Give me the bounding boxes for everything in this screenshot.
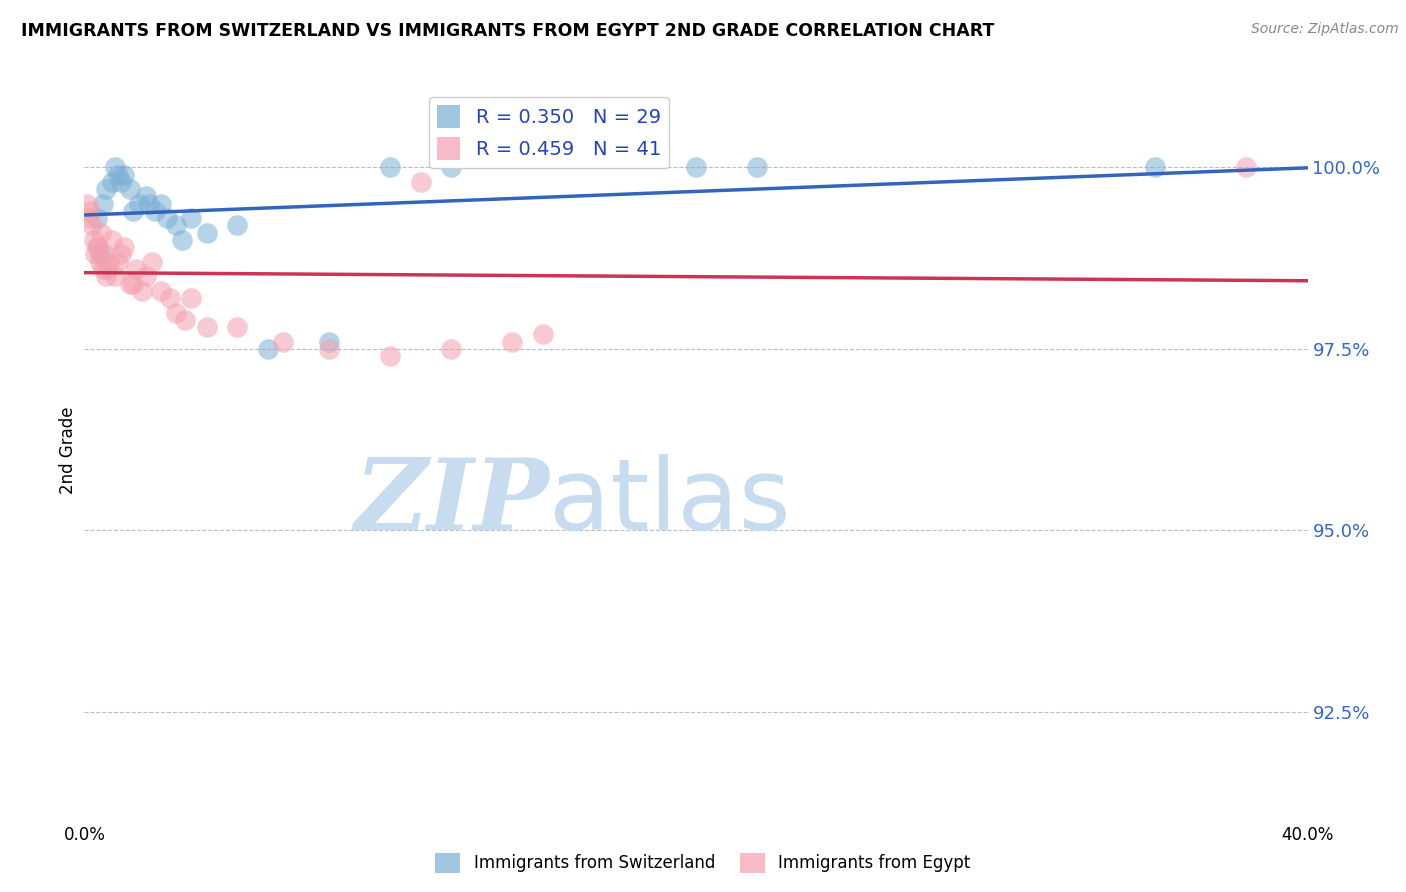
Point <box>685 161 707 175</box>
Point <box>1143 161 1166 175</box>
Y-axis label: 2nd Grade: 2nd Grade <box>59 407 77 494</box>
Point <box>89 254 111 268</box>
Point <box>135 269 157 284</box>
Point <box>531 327 554 342</box>
Point <box>380 161 402 175</box>
Text: Source: ZipAtlas.com: Source: ZipAtlas.com <box>1251 22 1399 37</box>
Point <box>94 182 117 196</box>
Point <box>180 211 202 226</box>
Point <box>226 219 249 233</box>
Point <box>97 254 120 268</box>
Point <box>104 161 127 175</box>
Point <box>94 269 117 284</box>
Point <box>120 182 142 196</box>
Point <box>271 334 294 349</box>
Point <box>110 175 132 189</box>
Point <box>131 284 153 298</box>
Point <box>195 320 218 334</box>
Point <box>318 334 340 349</box>
Legend: R = 0.350   N = 29, R = 0.459   N = 41: R = 0.350 N = 29, R = 0.459 N = 41 <box>429 97 669 168</box>
Point <box>745 161 768 175</box>
Point <box>107 168 129 182</box>
Point <box>159 291 181 305</box>
Point <box>165 305 187 319</box>
Point <box>440 161 463 175</box>
Point <box>101 175 124 189</box>
Point <box>110 247 132 261</box>
Point <box>135 189 157 203</box>
Point <box>138 196 160 211</box>
Point <box>318 342 340 356</box>
Point <box>143 203 166 218</box>
Point <box>149 284 172 298</box>
Point <box>156 211 179 226</box>
Text: ZIP: ZIP <box>354 454 550 550</box>
Point <box>409 175 432 189</box>
Point <box>112 168 135 182</box>
Point <box>380 349 402 363</box>
Text: IMMIGRANTS FROM SWITZERLAND VS IMMIGRANTS FROM EGYPT 2ND GRADE CORRELATION CHART: IMMIGRANTS FROM SWITZERLAND VS IMMIGRANT… <box>21 22 994 40</box>
Point <box>440 342 463 356</box>
Point <box>87 240 110 254</box>
Point <box>86 240 108 254</box>
Point <box>165 219 187 233</box>
Point <box>84 247 107 261</box>
Point <box>1234 161 1257 175</box>
Point <box>90 226 112 240</box>
Point <box>174 313 197 327</box>
Text: atlas: atlas <box>550 454 790 550</box>
Point <box>257 342 280 356</box>
Point <box>226 320 249 334</box>
Point <box>128 196 150 211</box>
Point <box>149 196 172 211</box>
Point <box>80 219 103 233</box>
Point <box>86 211 108 226</box>
Point <box>180 291 202 305</box>
Point <box>501 334 523 349</box>
Point <box>122 277 145 291</box>
Point <box>104 269 127 284</box>
Point <box>195 226 218 240</box>
Point <box>91 196 114 211</box>
Point <box>77 211 100 226</box>
Point <box>112 240 135 254</box>
Point <box>107 254 129 268</box>
Point <box>120 277 142 291</box>
Point <box>141 254 163 268</box>
Point <box>96 262 118 277</box>
Point <box>172 233 194 247</box>
Point <box>93 247 115 261</box>
Point <box>91 262 114 277</box>
Point <box>89 247 111 261</box>
Point <box>125 262 148 277</box>
Point <box>79 203 101 218</box>
Legend: Immigrants from Switzerland, Immigrants from Egypt: Immigrants from Switzerland, Immigrants … <box>429 847 977 880</box>
Point <box>83 233 105 247</box>
Point <box>76 196 98 211</box>
Point <box>101 233 124 247</box>
Point <box>122 203 145 218</box>
